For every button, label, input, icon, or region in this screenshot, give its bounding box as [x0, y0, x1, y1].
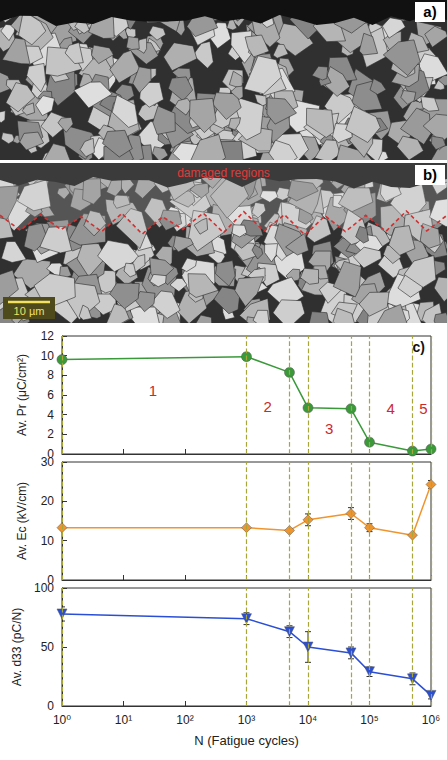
- svg-text:3: 3: [325, 420, 333, 437]
- svg-text:4: 4: [47, 408, 54, 422]
- svg-text:6: 6: [47, 388, 54, 402]
- svg-text:5: 5: [419, 400, 427, 417]
- svg-text:10³: 10³: [238, 713, 255, 727]
- svg-text:2: 2: [47, 427, 54, 441]
- svg-text:0: 0: [47, 573, 54, 587]
- svg-text:10⁵: 10⁵: [360, 713, 378, 727]
- svg-text:10²: 10²: [176, 713, 193, 727]
- svg-text:20: 20: [41, 494, 55, 508]
- svg-text:damaged regions: damaged regions: [177, 166, 270, 180]
- svg-text:10¹: 10¹: [115, 713, 132, 727]
- svg-text:b): b): [423, 166, 437, 183]
- svg-text:Av. Pr (μC/cm²): Av. Pr (μC/cm²): [15, 354, 29, 436]
- svg-text:10: 10: [41, 349, 55, 363]
- svg-text:10⁶: 10⁶: [422, 713, 440, 727]
- svg-text:10: 10: [41, 534, 55, 548]
- svg-text:N (Fatigue cycles): N (Fatigue cycles): [194, 733, 299, 748]
- svg-text:12: 12: [41, 329, 55, 343]
- svg-text:1: 1: [149, 382, 157, 399]
- svg-text:10⁰: 10⁰: [53, 713, 71, 727]
- svg-text:50: 50: [41, 640, 55, 654]
- svg-text:2: 2: [263, 398, 271, 415]
- svg-text:10⁴: 10⁴: [299, 713, 318, 727]
- svg-text:30: 30: [41, 455, 55, 469]
- svg-text:0: 0: [47, 699, 54, 713]
- svg-text:Av. Ec (kV/cm): Av. Ec (kV/cm): [15, 482, 29, 560]
- svg-text:a): a): [423, 3, 436, 20]
- svg-text:8: 8: [47, 368, 54, 382]
- svg-text:4: 4: [386, 400, 394, 417]
- svg-text:c): c): [413, 339, 425, 355]
- svg-text:100: 100: [34, 581, 54, 595]
- svg-text:0: 0: [47, 447, 54, 461]
- svg-text:Av. d33 (pC/N): Av. d33 (pC/N): [10, 608, 24, 686]
- svg-text:10 µm: 10 µm: [14, 305, 45, 317]
